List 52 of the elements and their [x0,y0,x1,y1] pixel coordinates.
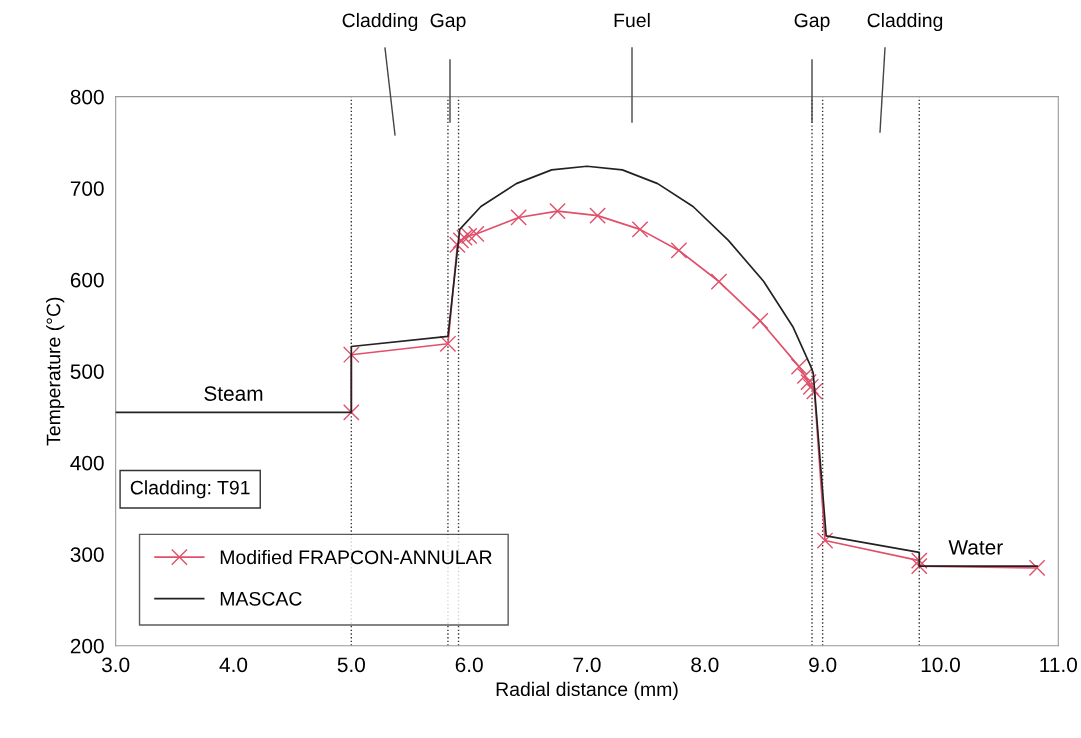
legend-label: Modified FRAPCON-ANNULAR [220,549,492,565]
y-tick-label: 600 [70,272,104,288]
x-axis-title: Radial distance (mm) [496,681,678,700]
point [800,373,817,391]
point [460,227,478,245]
text: Gap [430,13,466,32]
x-tick-label: 10.0 [921,657,960,673]
point [802,378,820,396]
text: Cladding [342,12,418,32]
x-tick-label: 7.0 [573,657,601,673]
x-tick-label: 8.0 [691,657,719,673]
point [589,207,606,224]
text: Gap [794,13,830,32]
point [510,209,527,226]
point [751,312,769,330]
legend-label: MASCAC [220,591,302,606]
y-tick-label: 200 [70,638,104,654]
y-axis-title: Temperature (°C) [46,297,65,446]
y-tick-label: 400 [70,455,104,471]
point [1028,559,1046,577]
y-tick-label: 700 [70,181,104,196]
point [342,346,360,364]
annotation: Water [948,540,1003,555]
text: Cladding [867,12,943,32]
point [710,273,728,290]
annotation: Steam [204,386,263,401]
x-tick-label: 5.0 [337,657,365,673]
x-tick-label: 6.0 [455,657,483,673]
point [910,552,928,569]
annotation: Cladding: T91 [130,480,250,499]
point [670,242,688,259]
x-tick-label: 3.0 [101,657,130,673]
point [342,404,360,421]
y-tick-label: 500 [70,364,104,379]
point [439,335,457,353]
point [796,367,814,385]
x-tick-label: 9.0 [809,657,837,673]
text: Fuel [614,12,650,28]
y-tick-label: 300 [70,547,104,562]
point [806,383,823,400]
point [467,225,485,243]
point [816,532,834,549]
y-tick-label: 800 [70,89,104,105]
point [910,557,928,575]
point [790,358,808,375]
point [452,232,470,249]
point [549,202,566,220]
x-tick-label: 11.0 [1040,657,1077,673]
x-tick-label: 4.0 [219,657,248,673]
point [449,236,466,254]
line-series [115,165,1038,567]
point [631,221,649,238]
